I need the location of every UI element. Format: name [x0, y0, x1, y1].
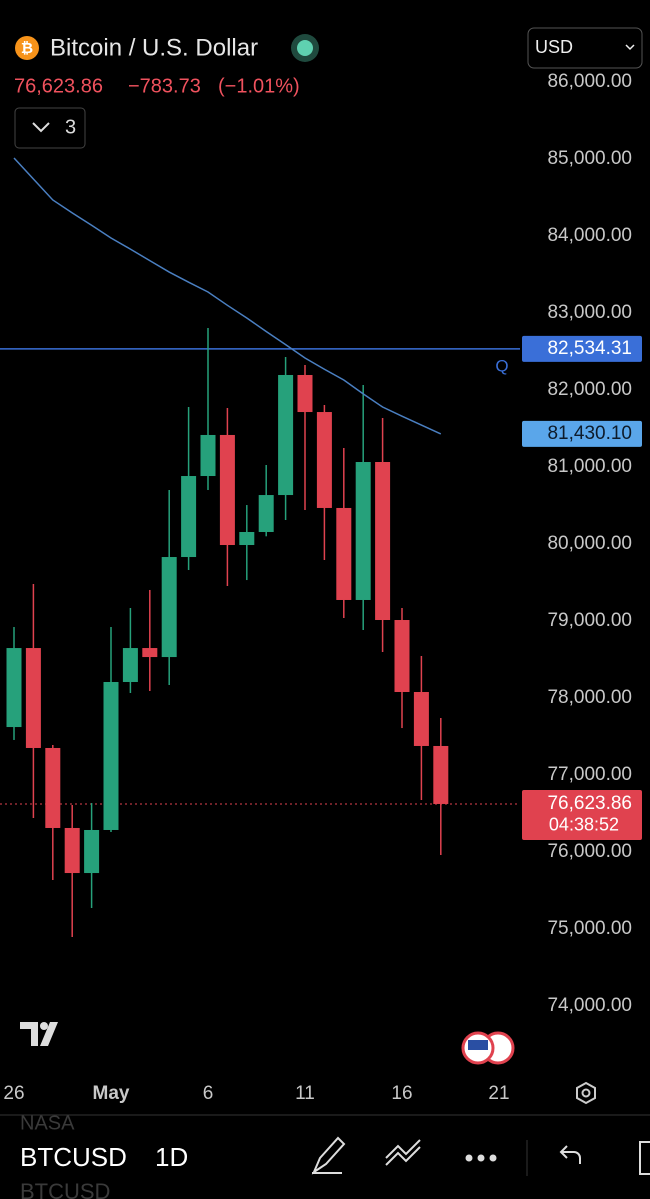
- x-tick-label: 6: [203, 1083, 214, 1104]
- ghost-text: BTCUSD: [20, 1179, 110, 1199]
- y-tick-label: 83,000.00: [547, 302, 632, 323]
- tv-logo: [20, 1022, 58, 1046]
- select-arrow: [625, 44, 635, 51]
- ghost-text: NASA: [20, 1112, 75, 1134]
- candle-body: [336, 507, 352, 600]
- x-tick-label: 16: [391, 1083, 412, 1104]
- y-tick-label: 74,000.00: [547, 995, 632, 1016]
- horizontal-line-label: Q: [495, 356, 508, 375]
- candle-body: [355, 462, 371, 600]
- candle-body: [103, 681, 119, 830]
- candle-body: [394, 620, 410, 693]
- countdown: 04:38:52: [549, 815, 619, 835]
- candle-body: [64, 827, 80, 874]
- price: 76,623.86: [14, 75, 103, 97]
- chart-title: Bitcoin / U.S. Dollar: [50, 34, 258, 61]
- y-tick-label: 77,000.00: [547, 764, 632, 785]
- candle-body: [142, 648, 158, 658]
- settings-icon[interactable]: [576, 1081, 596, 1105]
- change-pct: (−1.01%): [218, 75, 300, 97]
- change: −783.73: [128, 75, 201, 97]
- x-tick-label: May: [93, 1083, 130, 1104]
- candle-body: [239, 531, 255, 546]
- candle-body: [161, 557, 177, 658]
- settings-icon-core: [581, 1088, 591, 1098]
- y-tick-label: 86,000.00: [547, 71, 632, 92]
- x-tick-label: 21: [488, 1083, 509, 1104]
- x-tick-label: 11: [295, 1083, 315, 1104]
- candle-body: [258, 495, 274, 532]
- bitcoin-icon: [15, 36, 39, 60]
- indicator-toggle[interactable]: [14, 107, 86, 149]
- indicator-count: 3: [65, 116, 76, 138]
- y-tick-label: 75,000.00: [547, 918, 632, 939]
- candle-body: [200, 434, 216, 477]
- moving-average: [13, 157, 442, 435]
- ma-price: 81,430.10: [547, 423, 632, 444]
- trend-icon[interactable]: [385, 1139, 421, 1166]
- candle-body: [25, 648, 41, 748]
- y-tick-label: 81,000.00: [547, 456, 632, 477]
- candle-body: [181, 476, 197, 558]
- more-icon[interactable]: [465, 1154, 497, 1162]
- candle-body: [316, 412, 332, 508]
- horizontal-line-price: 82,534.31: [547, 338, 632, 359]
- currency-select[interactable]: [527, 27, 643, 69]
- y-tick-label: 82,000.00: [547, 379, 632, 400]
- candle-body: [84, 829, 100, 874]
- symbol[interactable]: BTCUSD: [20, 1142, 127, 1172]
- plot: 74,000.00 75,000.00 76,000.00 77,000.00 78,0…: [0, 71, 642, 1104]
- candle-body: [297, 374, 313, 413]
- candle-body: [433, 745, 449, 804]
- candle-body: [413, 692, 429, 746]
- candle-body: [122, 648, 138, 682]
- undo-icon[interactable]: [559, 1145, 581, 1164]
- candle-body: [375, 462, 391, 621]
- candle-body: [45, 747, 61, 828]
- y-tick-label: 76,000.00: [547, 841, 632, 862]
- draw-icon[interactable]: [311, 1136, 346, 1175]
- y-tick-label: 79,000.00: [547, 610, 632, 631]
- y-tick-label: 84,000.00: [547, 225, 632, 246]
- x-tick-label: 26: [3, 1083, 24, 1104]
- ma-price-box: [522, 420, 642, 447]
- currency: USD: [535, 37, 573, 57]
- y-tick-label: 80,000.00: [547, 533, 632, 554]
- bitcoin-icon-glyph: ₿: [21, 40, 33, 57]
- y-tick-label: 85,000.00: [547, 148, 632, 169]
- status-dot: [297, 40, 313, 56]
- chevron: [32, 122, 50, 133]
- y-tick-label: 78,000.00: [547, 687, 632, 708]
- tv-logo-dot: [40, 1022, 48, 1030]
- horizontal-line-price-box: [522, 335, 642, 362]
- candle-body: [6, 648, 22, 728]
- candle-body: [219, 434, 235, 546]
- flag-canton: [468, 1040, 488, 1050]
- last-price-box: [522, 789, 642, 840]
- last-price: 76,623.86: [547, 793, 632, 814]
- candle-body: [278, 374, 294, 496]
- interval[interactable]: 1D: [155, 1142, 188, 1172]
- panel-icon[interactable]: [639, 1141, 650, 1175]
